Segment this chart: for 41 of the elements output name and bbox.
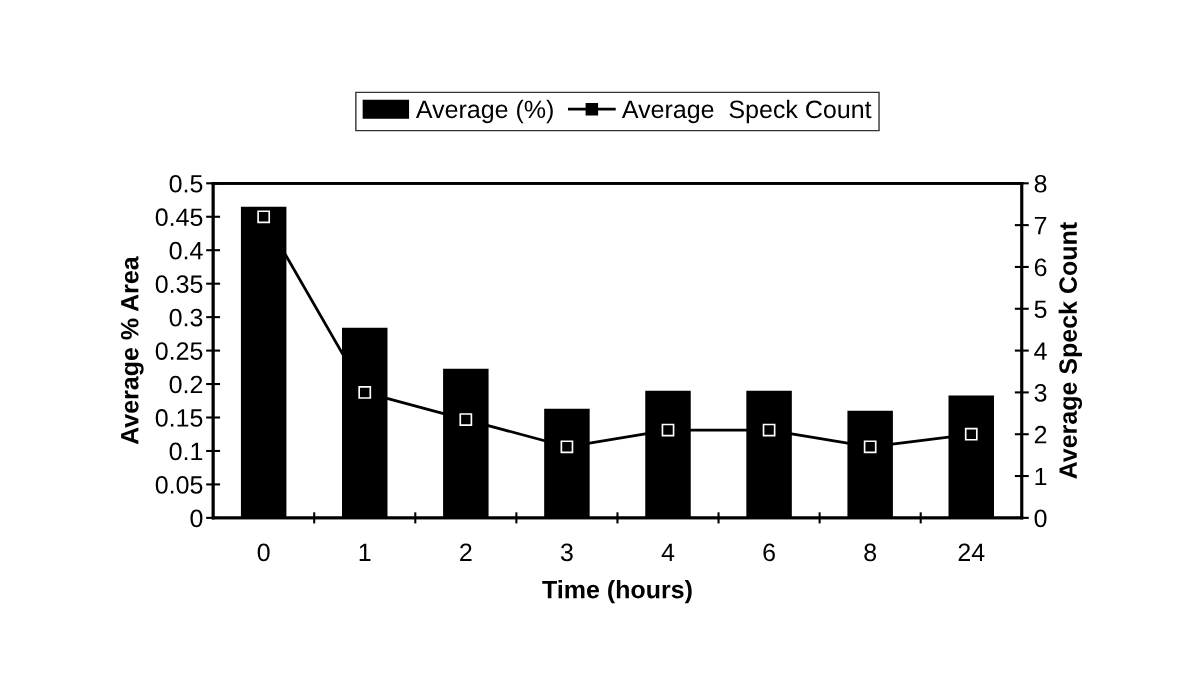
x-tick-label: 1 <box>359 543 371 561</box>
y-tick-label: 0.15 <box>155 409 203 427</box>
y-tick-label: 0.5 <box>169 174 203 193</box>
y2-tick-label: 4 <box>1034 342 1047 360</box>
point <box>762 423 776 437</box>
y-axis-title: Average % Area <box>120 256 144 445</box>
y-tick-label: 0.2 <box>169 375 203 394</box>
y2-tick-label: 0 <box>1034 509 1047 528</box>
x-tick-label: 6 <box>763 543 775 562</box>
legend-label: Average Speck Count <box>621 99 872 124</box>
point <box>257 210 271 224</box>
y2-tick-label: 8 <box>1034 174 1047 193</box>
y-tick-label: 0.1 <box>169 442 203 461</box>
point <box>964 427 978 441</box>
x-tick-label: 4 <box>661 543 675 561</box>
y2-tick-label: 7 <box>1034 216 1047 235</box>
y-tick-label: 0 <box>190 509 203 528</box>
y2-tick-label: 6 <box>1034 258 1047 277</box>
x-tick-label: 2 <box>460 543 472 561</box>
y-tick-label: 0.35 <box>155 275 203 293</box>
x-axis-title: Time (hours) <box>542 580 692 604</box>
y2-tick-label: 1 <box>1035 467 1047 486</box>
x-tick-label: 24 <box>958 543 985 561</box>
y2-axis-title: Average Speck Count <box>1058 222 1083 479</box>
point <box>459 413 473 426</box>
point <box>863 440 877 454</box>
y-tick-label: 0.05 <box>155 476 203 494</box>
point <box>560 440 574 454</box>
x-tick-label: 3 <box>560 543 573 562</box>
legend-label: Average (%) <box>415 99 553 124</box>
x-tick-label: 0 <box>257 543 270 562</box>
y-tick-label: 0.3 <box>169 308 203 327</box>
y-tick-label: 0.45 <box>155 208 203 227</box>
y2-tick-label: 2 <box>1034 425 1047 444</box>
x-tick-label: 8 <box>864 543 877 562</box>
y-tick-label: 0.25 <box>155 342 203 360</box>
y-tick-label: 0.4 <box>169 241 203 260</box>
y2-tick-label: 5 <box>1034 300 1047 319</box>
y2-tick-label: 3 <box>1034 384 1047 402</box>
point <box>661 423 675 437</box>
point <box>358 386 372 399</box>
